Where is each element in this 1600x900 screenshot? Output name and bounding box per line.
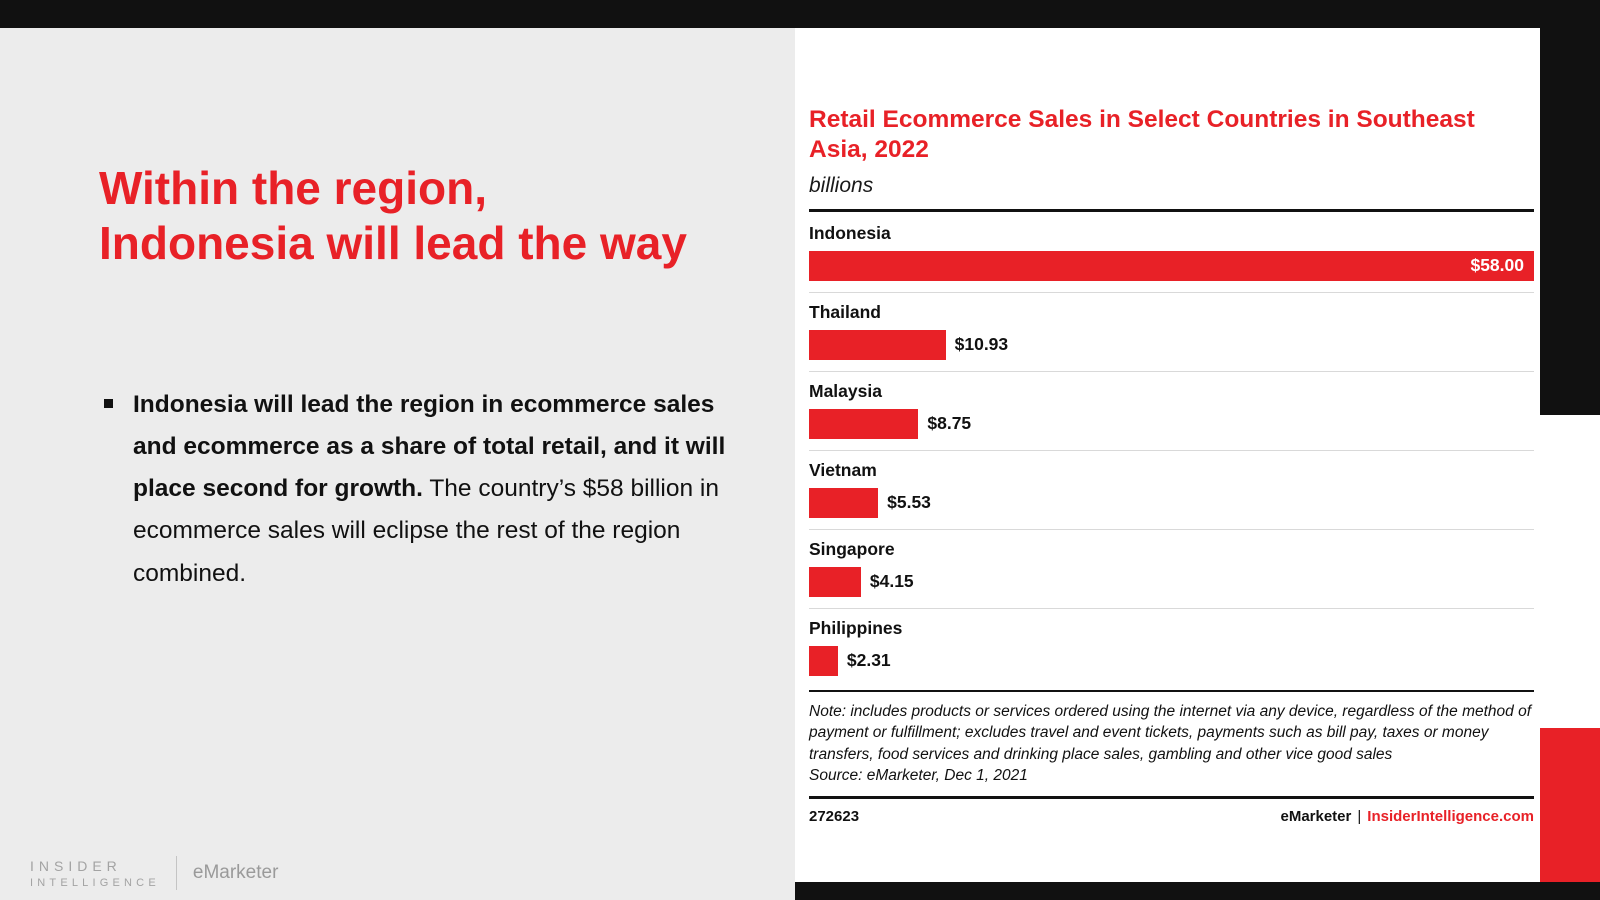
bar-value: $2.31 [846, 650, 891, 671]
bar-category-label: Malaysia [809, 380, 882, 401]
bar-value: $5.53 [887, 492, 931, 513]
bullet-text: Indonesia will lead the region in ecomme… [133, 384, 733, 595]
bar [809, 487, 879, 518]
slide-text-panel: Within the region, Indonesia will lead t… [0, 28, 795, 900]
chart-title: Retail Ecommerce Sales in Select Countri… [809, 106, 1475, 163]
bar [809, 408, 919, 439]
chart-footer: 272623 eMarketer | InsiderIntelligence.com [809, 808, 1534, 825]
chart-row: Indonesia $58.00 [809, 214, 1534, 293]
brand-insiderintelligence: InsiderIntelligence.com [1367, 807, 1534, 825]
logo-line-intelligence: INTELLIGENCE [30, 876, 160, 889]
bar-track: $58.00 [809, 250, 1534, 281]
chart-row: Vietnam $5.53 [809, 451, 1534, 530]
logo-divider [175, 856, 177, 890]
bar [809, 329, 946, 360]
bar-value: $4.15 [869, 571, 914, 592]
bar-track: $8.75 [809, 408, 1534, 439]
chart-panel: Retail Ecommerce Sales in Select Countri… [795, 28, 1540, 882]
brand-emarketer: eMarketer [1280, 807, 1352, 825]
chart-row: Malaysia $8.75 [809, 372, 1534, 451]
chart-subtitle: billions [809, 173, 874, 197]
chart-rows: Indonesia $58.00 Thailand $10.93 Malaysia $8.… [809, 214, 1534, 678]
bar-track: $5.53 [809, 487, 1534, 518]
bullet-text-regular: The country’s $58 billion in ecommerce s… [133, 475, 719, 587]
insider-intelligence-wordmark: INSIDER INTELLIGENCE [30, 858, 160, 889]
chart-footer-rule [809, 795, 1534, 799]
bar [809, 645, 838, 676]
bar-value: $8.75 [927, 413, 972, 434]
emarketer-wordmark: eMarketer [192, 862, 279, 883]
bar-track: $4.15 [809, 566, 1534, 597]
chart-source: Source: eMarketer, Dec 1, 2021 [809, 766, 1028, 784]
slide-title: Within the region, Indonesia will lead t… [99, 162, 687, 270]
right-black-strip [1540, 0, 1600, 415]
bar-category-label: Thailand [809, 301, 881, 322]
top-black-bar [0, 0, 1600, 28]
bar-value: $58.00 [1470, 255, 1524, 276]
chart-top-rule [809, 208, 1534, 212]
bullet-square-icon [104, 399, 113, 408]
logo-line-insider: INSIDER [30, 857, 122, 874]
chart-row: Thailand $10.93 [809, 293, 1534, 372]
chart-bottom-rule [809, 689, 1534, 692]
bar-category-label: Indonesia [809, 222, 891, 243]
bar-category-label: Singapore [809, 538, 895, 559]
bar-track: $2.31 [809, 645, 1534, 676]
brand-separator: | [1357, 807, 1362, 825]
bar-category-label: Vietnam [809, 459, 877, 480]
insider-intelligence-logo: INSIDER INTELLIGENCE eMarketer [30, 856, 278, 890]
right-red-accent-strip [1540, 728, 1600, 882]
chart-id: 272623 [809, 807, 860, 825]
bar-category-label: Philippines [809, 617, 903, 638]
bar [809, 566, 861, 597]
chart-brands: eMarketer | InsiderIntelligence.com [1280, 808, 1534, 825]
chart-row: Philippines $2.31 [809, 609, 1534, 678]
bar-track: $10.93 [809, 329, 1534, 360]
bar: $58.00 [809, 250, 1534, 281]
bar-value: $10.93 [954, 334, 1009, 355]
bottom-black-strip [795, 882, 1600, 900]
chart-row: Singapore $4.15 [809, 530, 1534, 609]
bullet-item: Indonesia will lead the region in ecomme… [104, 384, 744, 595]
chart-note: Note: includes products or services orde… [809, 702, 1532, 763]
bullet-text-bold: Indonesia will lead the region in ecomme… [133, 391, 726, 503]
